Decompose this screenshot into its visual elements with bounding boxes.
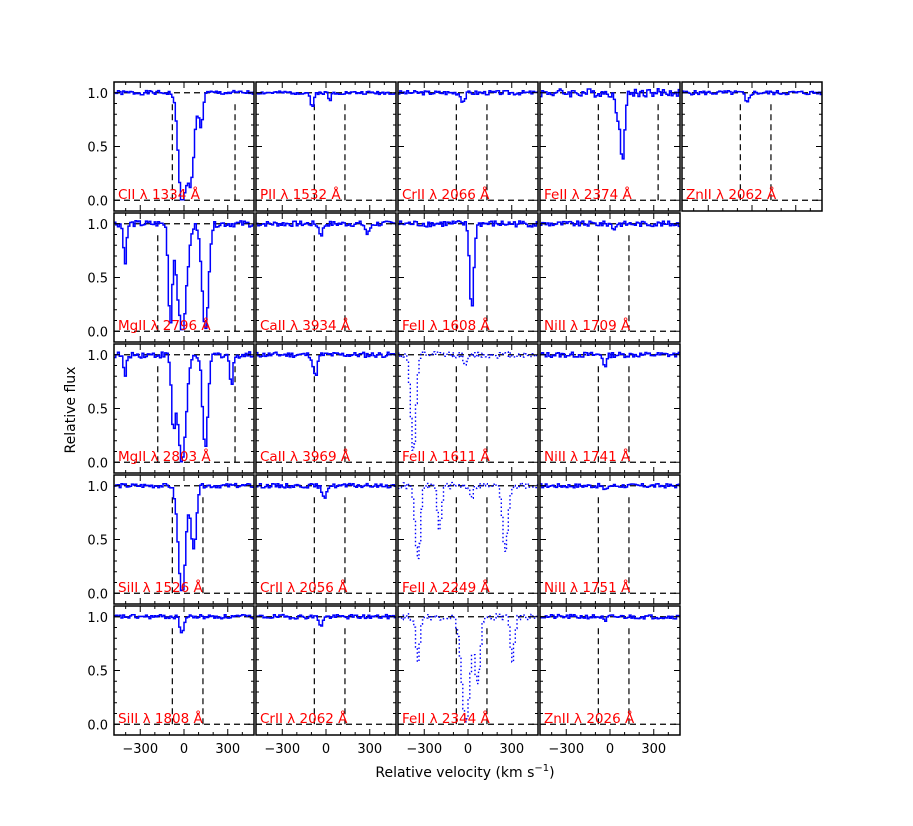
panel-caii-3969: CaII λ 3969 Å: [255, 343, 397, 474]
panel-feii-2249: FeII λ 2249 Å: [397, 474, 539, 605]
x-tick-label: 300: [357, 742, 382, 757]
y-axis-label: Relative flux: [63, 367, 79, 454]
panel-grid: 0.0 0.5 1.0 CII λ 1334 Å PII λ 1532 Å CrII λ …: [87, 81, 823, 757]
panel-mgii-2796: 0.0 0.5 1.0 MgII λ 2796 Å: [87, 212, 255, 343]
x-tick-label: 0: [606, 742, 614, 757]
panel-ion-label: CrII λ 2066 Å: [402, 186, 490, 203]
x-tick-label: −300: [264, 742, 300, 757]
spectrum-line: [398, 481, 538, 560]
y-tick-label: 0.5: [87, 272, 108, 287]
panel-ion-label: ZnII λ 2062 Å: [686, 186, 777, 203]
y-tick-label: 1.0: [87, 349, 108, 364]
panel-ion-label: NiII λ 1741 Å: [544, 448, 631, 465]
spectrum-line: [398, 90, 538, 103]
x-tick-label: −300: [122, 742, 158, 757]
y-tick-label: 0.5: [87, 534, 108, 549]
spectrum-line: [114, 219, 254, 331]
panel-feii-2374: FeII λ 2374 Å: [539, 81, 681, 212]
y-tick-label: 1.0: [87, 611, 108, 626]
x-axis-label-superscript: −1: [534, 763, 549, 774]
y-tick-label: 1.0: [87, 218, 108, 233]
x-tick-label: 0: [464, 742, 472, 757]
panel-ion-label: FeII λ 1611 Å: [402, 448, 491, 465]
panel-ion-label: MgII λ 2796 Å: [118, 317, 211, 334]
spectrum-line: [256, 220, 396, 237]
spectrum-line: [256, 613, 396, 627]
panel-ion-label: CrII λ 2062 Å: [260, 710, 348, 727]
x-tick-label: 300: [499, 742, 524, 757]
panel-znii-2026: −300 0 300 ZnII λ 2026 Å: [539, 605, 681, 757]
spectrum-line: [114, 613, 254, 634]
panel-ion-label: FeII λ 2249 Å: [402, 579, 491, 596]
panel-cii-1334: 0.0 0.5 1.0 CII λ 1334 Å: [87, 81, 255, 212]
x-tick-label: 300: [215, 742, 240, 757]
panel-siii-1808: 0.0 0.5 1.0 −300 0 300 SiII λ 1808 Å: [87, 605, 255, 757]
spectrum-line: [256, 90, 396, 108]
panel-ion-label: SiII λ 1526 Å: [118, 579, 204, 596]
spectrum-line: [398, 351, 538, 451]
panel-ion-label: CaII λ 3934 Å: [260, 317, 351, 334]
panel-ion-label: NiII λ 1751 Å: [544, 579, 631, 596]
panel-crii-2056: CrII λ 2056 Å: [255, 474, 397, 605]
spectrum-line: [540, 220, 680, 231]
spectrum-line: [398, 613, 538, 723]
panel-caii-3934: CaII λ 3934 Å: [255, 212, 397, 343]
panel-feii-2344: −300 0 300 FeII λ 2344 Å: [397, 605, 539, 757]
panel-ion-label: NiII λ 1709 Å: [544, 317, 631, 334]
y-tick-label: 1.0: [87, 480, 108, 495]
panel-ion-label: ZnII λ 2026 Å: [544, 710, 635, 727]
x-tick-label: −300: [548, 742, 584, 757]
spectrum-line: [256, 351, 396, 377]
y-tick-label: 0.5: [87, 141, 108, 156]
y-tick-label: 1.0: [87, 87, 108, 102]
panel-ion-label: MgII λ 2803 Å: [118, 448, 211, 465]
panel-ion-label: CaII λ 3969 Å: [260, 448, 351, 465]
panel-ion-label: SiII λ 1808 Å: [118, 710, 204, 727]
y-tick-label: 0.0: [87, 456, 108, 471]
y-tick-label: 0.5: [87, 665, 108, 680]
x-tick-label: 0: [322, 742, 330, 757]
spectrum-line: [682, 89, 822, 103]
y-tick-label: 0.0: [87, 587, 108, 602]
y-tick-label: 0.0: [87, 194, 108, 209]
panel-ion-label: PII λ 1532 Å: [260, 186, 341, 203]
panel-znii-2062: ZnII λ 2062 Å: [681, 81, 823, 212]
spectrum-line: [398, 220, 538, 307]
y-tick-label: 0.0: [87, 718, 108, 733]
spectrum-line: [256, 482, 396, 499]
panel-ion-label: FeII λ 2374 Å: [544, 186, 633, 203]
panel-siii-1526: 0.0 0.5 1.0 SiII λ 1526 Å: [87, 474, 255, 605]
y-tick-label: 0.0: [87, 325, 108, 340]
panel-pii-1532: PII λ 1532 Å: [255, 81, 397, 212]
x-tick-label: −300: [406, 742, 442, 757]
spectrum-line: [114, 89, 254, 201]
spectrum-line: [540, 88, 680, 160]
spectrum-line: [114, 482, 254, 592]
panel-feii-1608: FeII λ 1608 Å: [397, 212, 539, 343]
panel-feii-1611: FeII λ 1611 Å: [397, 343, 539, 474]
panel-ion-label: FeII λ 1608 Å: [402, 317, 491, 334]
panel-crii-2062: −300 0 300 CrII λ 2062 Å: [255, 605, 397, 757]
panel-ion-label: CrII λ 2056 Å: [260, 579, 348, 596]
panel-mgii-2803: 0.0 0.5 1.0 MgII λ 2803 Å: [87, 343, 255, 474]
panel-crii-2066: CrII λ 2066 Å: [397, 81, 539, 212]
x-tick-label: 0: [180, 742, 188, 757]
panel-niii-1751: NiII λ 1751 Å: [539, 474, 681, 605]
panel-niii-1741: NiII λ 1741 Å: [539, 343, 681, 474]
spectrum-line: [114, 351, 254, 463]
panel-ion-label: CII λ 1334 Å: [118, 186, 201, 203]
panel-niii-1709: NiII λ 1709 Å: [539, 212, 681, 343]
spectrum-line: [540, 351, 680, 368]
spectrum-line: [540, 613, 680, 623]
x-tick-label: 300: [641, 742, 666, 757]
spectrum-line: [540, 482, 680, 491]
panel-ion-label: FeII λ 2344 Å: [402, 710, 491, 727]
y-tick-label: 0.5: [87, 403, 108, 418]
x-axis-label: Relative velocity (km s−1): [375, 763, 554, 781]
